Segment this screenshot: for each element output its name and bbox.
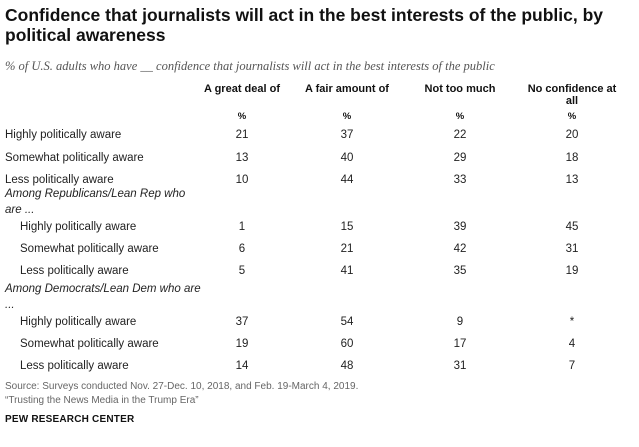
table-cell: 18 xyxy=(565,152,579,164)
table-cell: 19 xyxy=(565,265,579,277)
row-label: Somewhat politically aware xyxy=(20,338,159,350)
table-cell: 42 xyxy=(453,243,467,255)
column-unit: % xyxy=(455,111,465,122)
chart-subtitle: % of U.S. adults who have __ confidence … xyxy=(5,59,495,73)
table-cell: 4 xyxy=(568,338,576,350)
table-cell: 5 xyxy=(238,265,246,277)
table-cell: 21 xyxy=(340,243,354,255)
column-unit: % xyxy=(567,111,577,122)
column-unit: % xyxy=(342,111,352,122)
table-cell: 29 xyxy=(453,152,467,164)
source-note: Source: Surveys conducted Nov. 27-Dec. 1… xyxy=(5,381,359,392)
row-label: Somewhat politically aware xyxy=(20,243,159,255)
column-header: No confidence at all xyxy=(527,83,617,107)
table-cell: 19 xyxy=(235,338,249,350)
table-cell: 14 xyxy=(235,360,249,372)
column-header: A fair amount of xyxy=(305,83,389,95)
table-cell: 13 xyxy=(235,152,249,164)
table-cell: 48 xyxy=(340,360,354,372)
row-label: Highly politically aware xyxy=(20,316,137,328)
row-label: Highly politically aware xyxy=(5,129,122,141)
row-label: Less politically aware xyxy=(20,360,129,372)
table-cell: * xyxy=(569,316,575,328)
table-cell: 6 xyxy=(238,243,246,255)
table-cell: 7 xyxy=(568,360,576,372)
table-cell: 1 xyxy=(238,221,246,233)
column-unit: % xyxy=(237,111,247,122)
report-title: “Trusting the News Media in the Trump Er… xyxy=(5,395,199,406)
column-header: Not too much xyxy=(424,83,496,95)
table-cell: 31 xyxy=(565,243,579,255)
table-cell: 10 xyxy=(235,174,249,186)
row-label: Less politically aware xyxy=(20,265,129,277)
group-label: Among Republicans/Lean Rep who are ... xyxy=(5,188,186,216)
table-cell: 15 xyxy=(340,221,354,233)
group-label: Among Democrats/Lean Dem who are ... xyxy=(5,283,201,311)
table-cell: 39 xyxy=(453,221,467,233)
table-cell: 20 xyxy=(565,129,579,141)
table-cell: 37 xyxy=(235,316,249,328)
table-cell: 22 xyxy=(453,129,467,141)
row-label: Highly politically aware xyxy=(20,221,137,233)
table-cell: 33 xyxy=(453,174,467,186)
table-cell: 60 xyxy=(340,338,354,350)
table-cell: 9 xyxy=(456,316,464,328)
chart-title: Confidence that journalists will act in … xyxy=(5,5,603,45)
table-cell: 45 xyxy=(565,221,579,233)
row-label: Somewhat politically aware xyxy=(5,152,144,164)
table-cell: 44 xyxy=(340,174,354,186)
table-cell: 37 xyxy=(340,129,354,141)
table-cell: 54 xyxy=(340,316,354,328)
pew-logo-text: PEW RESEARCH CENTER xyxy=(5,414,135,425)
table-cell: 35 xyxy=(453,265,467,277)
row-label: Less politically aware xyxy=(5,174,114,186)
table-cell: 21 xyxy=(235,129,249,141)
column-header: A great deal of xyxy=(204,83,280,95)
table-cell: 17 xyxy=(453,338,467,350)
table-cell: 41 xyxy=(340,265,354,277)
table-cell: 13 xyxy=(565,174,579,186)
table-cell: 40 xyxy=(340,152,354,164)
table-cell: 31 xyxy=(453,360,467,372)
